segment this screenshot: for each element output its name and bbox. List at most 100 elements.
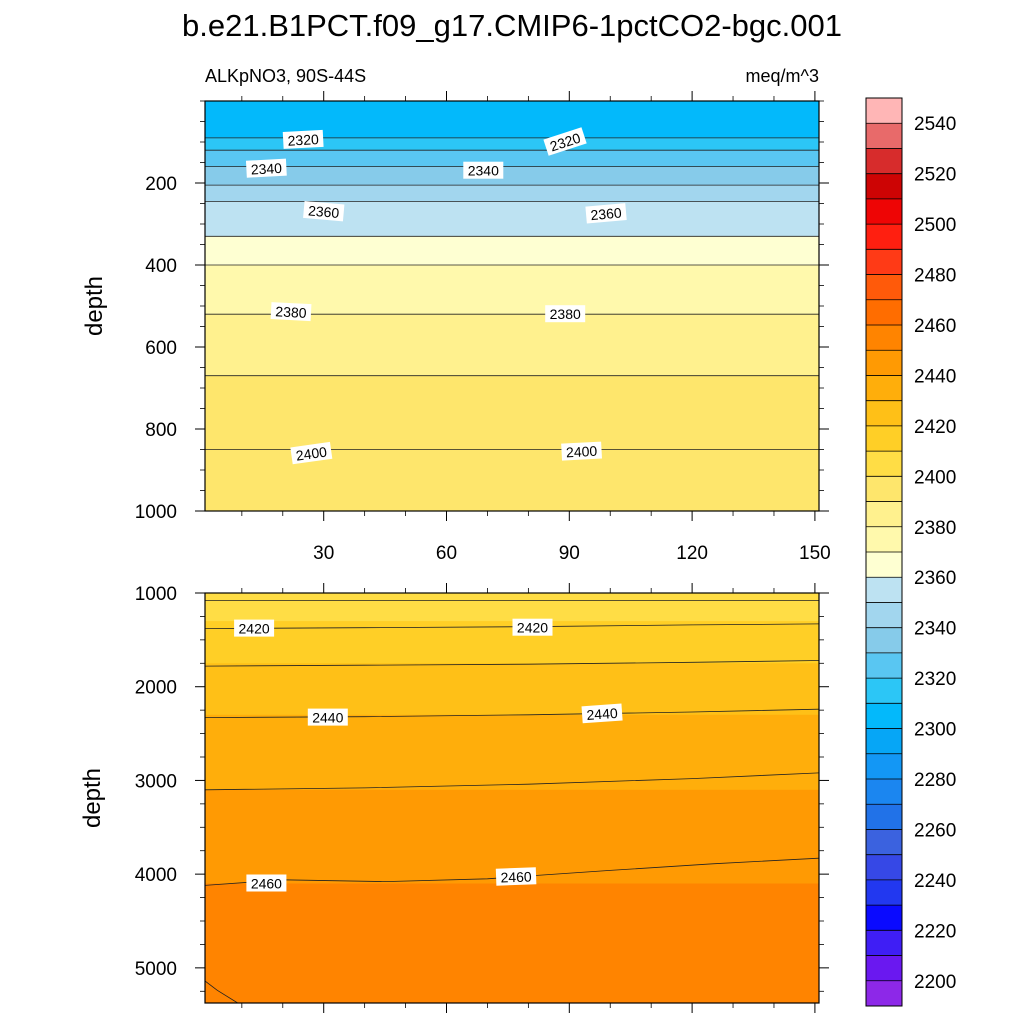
- contour-label-text: 2400: [566, 443, 598, 461]
- colorbar-label: 2520: [914, 165, 956, 186]
- lower-panel-fill: [205, 593, 819, 1003]
- colorbar-cell: [866, 476, 902, 502]
- colorbar-label: 2540: [914, 114, 956, 135]
- colorbar-cell: [866, 274, 902, 301]
- colorbar-cell: [866, 400, 902, 427]
- y-tick-label: 3000: [135, 771, 177, 792]
- contour-label-text: 2420: [517, 620, 548, 636]
- x-tick-label: 60: [436, 543, 457, 564]
- colorbar-cell: [866, 198, 902, 225]
- lower-panel: 1000 2000 3000 4000 5000 2420 2420 2440 2440 246…: [79, 583, 829, 1013]
- colorbar-cell: [866, 854, 902, 881]
- colorbar-label: 2500: [914, 215, 956, 236]
- colorbar-cell: [866, 728, 902, 755]
- lower-panel-contour-labels: 2420 2420 2440 2440 2460 2460: [234, 618, 623, 892]
- colorbar-cell: [866, 173, 902, 200]
- colorbar-label: 2400: [914, 467, 956, 488]
- y-tick-label: 400: [145, 256, 177, 277]
- y-tick-label: 800: [145, 420, 177, 441]
- contour-label: 2380: [545, 305, 586, 323]
- contour-label: 2440: [307, 708, 348, 726]
- x-tick-label: 120: [676, 543, 708, 564]
- contour-label: 2420: [512, 618, 553, 636]
- contour-label-box: [495, 867, 537, 886]
- colorbar-frame: [865, 97, 903, 1007]
- contour-label-text: 2340: [250, 160, 282, 178]
- contour-band: [205, 314, 819, 377]
- colorbar-cell: [866, 627, 902, 654]
- colorbar-label: 2360: [914, 568, 956, 589]
- contour-label-text: 2440: [586, 705, 618, 723]
- colorbar-cell: [866, 602, 902, 628]
- colorbar-cell: [866, 299, 902, 326]
- colorbar-cell: [866, 526, 902, 553]
- contour-label: 2340: [245, 158, 287, 178]
- contour-label-box: [245, 158, 287, 178]
- contour-label-text: 2360: [307, 202, 340, 221]
- contour-label-text: 2400: [295, 443, 328, 463]
- colorbar-cell: [866, 703, 902, 729]
- contour-label-box: [303, 200, 345, 222]
- contour-label: 2340: [463, 161, 504, 179]
- colorbar: 2200 2220 2240 2260 2280 2300 2320 2340 2360 2380…: [865, 97, 956, 1007]
- contour-band: [205, 236, 819, 266]
- colorbar-cell: [866, 930, 902, 956]
- colorbar-cell: [866, 552, 902, 578]
- contour-label-text: 2320: [287, 131, 319, 149]
- contour-band: [205, 593, 819, 622]
- colorbar-cell: [866, 804, 902, 830]
- colorbar-cell: [866, 224, 902, 250]
- contour-label-text: 2460: [251, 876, 282, 892]
- contour-band: [205, 375, 819, 451]
- colorbar-cell: [866, 652, 902, 679]
- colorbar-cell: [866, 779, 902, 805]
- colorbar-cell: [866, 753, 902, 780]
- colorbar-label: 2200: [914, 972, 956, 993]
- contour-label: 2440: [581, 703, 623, 724]
- contour-label-text: 2380: [550, 306, 581, 322]
- contour-band: [205, 883, 819, 1003]
- chart-subtitle-variable: ALKpNO3, 90S-44S: [205, 66, 366, 86]
- colorbar-label: 2420: [914, 417, 956, 438]
- contour-label: 2460: [246, 874, 287, 892]
- colorbar-cell: [866, 425, 902, 452]
- lower-panel-frame: [204, 592, 820, 1004]
- contour-label: 2320: [282, 129, 324, 149]
- contour-band: [205, 201, 819, 237]
- colorbar-cell: [866, 577, 902, 603]
- y-tick-label: 5000: [135, 959, 177, 980]
- colorbar-cell: [866, 955, 902, 982]
- contour-band: [205, 621, 819, 664]
- chart-subtitle-units: meq/m^3: [746, 66, 819, 86]
- contour-label: 2400: [561, 441, 602, 461]
- colorbar-cell: [866, 375, 902, 401]
- contour-label-box: [290, 441, 333, 465]
- contour-label: 2400: [290, 441, 333, 465]
- colorbar-label: 2480: [914, 266, 956, 287]
- contour-label-text: 2460: [500, 868, 532, 885]
- contour-band: [205, 185, 819, 203]
- upper-panel-ylabel: depth: [81, 276, 108, 336]
- y-tick-label: 1000: [135, 502, 177, 523]
- contour-line: [205, 980, 238, 1003]
- lower-panel-ylabel: depth: [79, 768, 106, 828]
- contour-label-box: [246, 874, 287, 892]
- colorbar-cell: [866, 123, 902, 149]
- contour-label-box: [282, 129, 324, 149]
- contour-line: [205, 660, 819, 667]
- contour-label-box: [307, 708, 348, 726]
- contour-label-box: [234, 619, 275, 637]
- upper-panel-fill: [205, 101, 819, 511]
- y-tick-label: 600: [145, 338, 177, 359]
- chart-title: b.e21.B1PCT.f09_g17.CMIP6-1pctCO2-bgc.00…: [182, 8, 842, 43]
- colorbar-label: 2220: [914, 921, 956, 942]
- lower-panel-ticks: 1000 2000 3000 4000 5000: [135, 583, 829, 1013]
- x-tick-label: 30: [313, 543, 334, 564]
- contour-label-box: [512, 618, 553, 636]
- upper-panel-frame: [204, 100, 820, 512]
- colorbar-label: 2260: [914, 820, 956, 841]
- contour-label: 2420: [234, 619, 275, 637]
- contour-label: 2380: [270, 302, 312, 322]
